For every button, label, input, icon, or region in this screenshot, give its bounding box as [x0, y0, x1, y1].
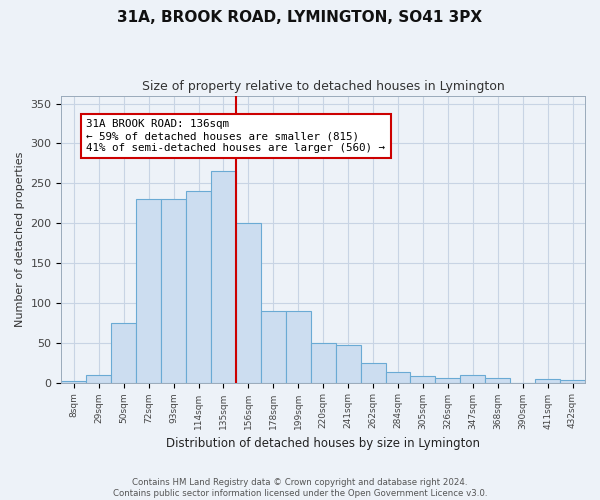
Bar [211, 172, 236, 382]
Text: Contains HM Land Registry data © Crown copyright and database right 2024.
Contai: Contains HM Land Registry data © Crown c… [113, 478, 487, 498]
Bar [161, 199, 186, 382]
Bar [286, 311, 311, 382]
Bar [535, 378, 560, 382]
Bar [61, 381, 86, 382]
Text: 31A BROOK ROAD: 136sqm
← 59% of detached houses are smaller (815)
41% of semi-de: 31A BROOK ROAD: 136sqm ← 59% of detached… [86, 120, 385, 152]
Title: Size of property relative to detached houses in Lymington: Size of property relative to detached ho… [142, 80, 505, 93]
Bar [236, 223, 261, 382]
Bar [485, 378, 510, 382]
Bar [86, 374, 111, 382]
Bar [261, 311, 286, 382]
Bar [186, 191, 211, 382]
X-axis label: Distribution of detached houses by size in Lymington: Distribution of detached houses by size … [166, 437, 480, 450]
Bar [111, 323, 136, 382]
Bar [560, 380, 585, 382]
Bar [136, 199, 161, 382]
Bar [361, 362, 386, 382]
Bar [410, 376, 436, 382]
Bar [436, 378, 460, 382]
Bar [386, 372, 410, 382]
Bar [335, 345, 361, 383]
Y-axis label: Number of detached properties: Number of detached properties [15, 152, 25, 327]
Bar [311, 342, 335, 382]
Text: 31A, BROOK ROAD, LYMINGTON, SO41 3PX: 31A, BROOK ROAD, LYMINGTON, SO41 3PX [118, 10, 482, 25]
Bar [460, 374, 485, 382]
